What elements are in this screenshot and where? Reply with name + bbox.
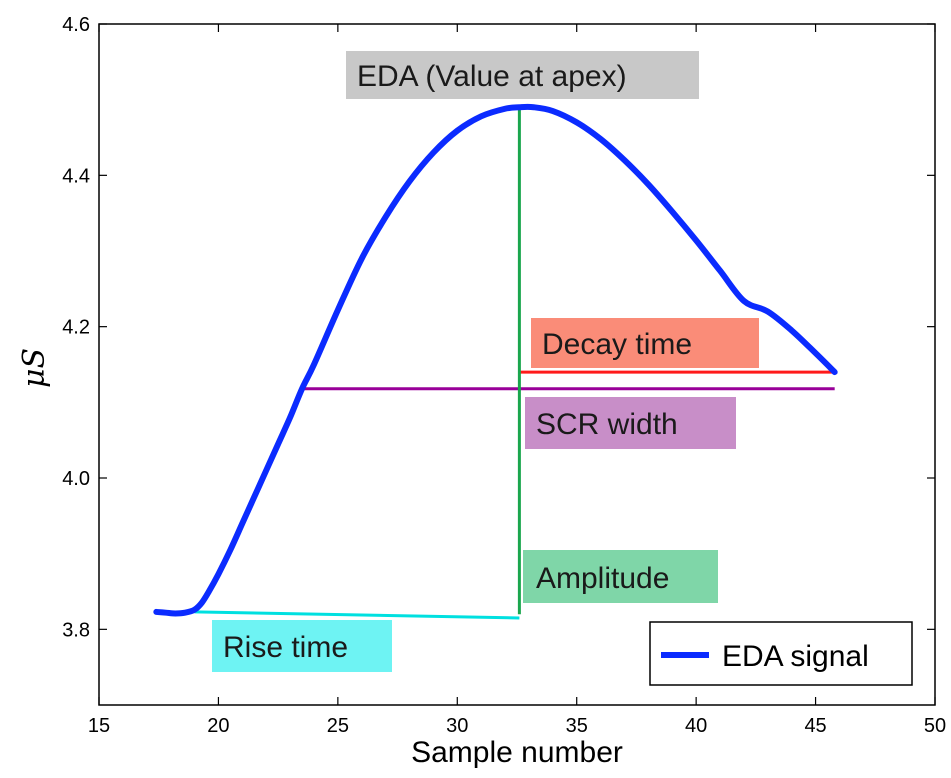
width-label: SCR width — [536, 408, 678, 441]
decay-label-box — [531, 318, 759, 368]
plot-area — [98, 23, 936, 706]
y-tick-label: 4.4 — [62, 165, 90, 187]
y-tick-label: 4.2 — [62, 317, 90, 339]
x-tick-label: 20 — [207, 715, 229, 737]
x-tick-label: 30 — [446, 715, 468, 737]
y-tick-label: 4.6 — [62, 14, 90, 36]
decay-annotation: Decay time — [531, 318, 759, 368]
y-tick-label: 4.0 — [62, 468, 90, 490]
legend: EDA signal — [649, 621, 913, 686]
x-axis-ticks: 15 20 25 30 35 40 45 50 — [88, 24, 946, 737]
apex-label: EDA (Value at apex) — [357, 60, 627, 93]
series-layer — [153, 103, 838, 617]
amplitude-label: Amplitude — [536, 562, 669, 595]
rise-label: Rise time — [223, 631, 348, 664]
x-tick-label: 15 — [88, 715, 110, 737]
amplitude-label-box — [523, 550, 718, 603]
legend-label: EDA signal — [722, 640, 869, 673]
x-tick-label: 40 — [685, 715, 707, 737]
y-axis-ticks: 3.8 4.0 4.2 4.4 4.6 — [62, 14, 935, 641]
rise-annotation: Rise time — [212, 620, 392, 672]
y-axis-title: μS — [17, 348, 52, 388]
y-tick-label: 3.8 — [62, 619, 90, 641]
x-tick-label: 50 — [924, 715, 946, 737]
x-axis-title: Sample number — [411, 736, 623, 769]
annotation-lines — [194, 107, 835, 620]
amplitude-annotation: Amplitude — [523, 550, 718, 603]
x-tick-label: 25 — [327, 715, 349, 737]
apex-annotation: EDA (Value at apex) — [346, 51, 699, 99]
decay-label: Decay time — [542, 328, 692, 361]
apex-label-box — [346, 51, 699, 99]
x-tick-label: 45 — [804, 715, 826, 737]
width-annotation: SCR width — [525, 397, 736, 449]
rise-label-box — [212, 620, 392, 672]
eda-signal-line — [153, 103, 838, 617]
width-label-box — [525, 397, 736, 449]
x-tick-label: 35 — [566, 715, 588, 737]
rise-line — [194, 610, 520, 620]
